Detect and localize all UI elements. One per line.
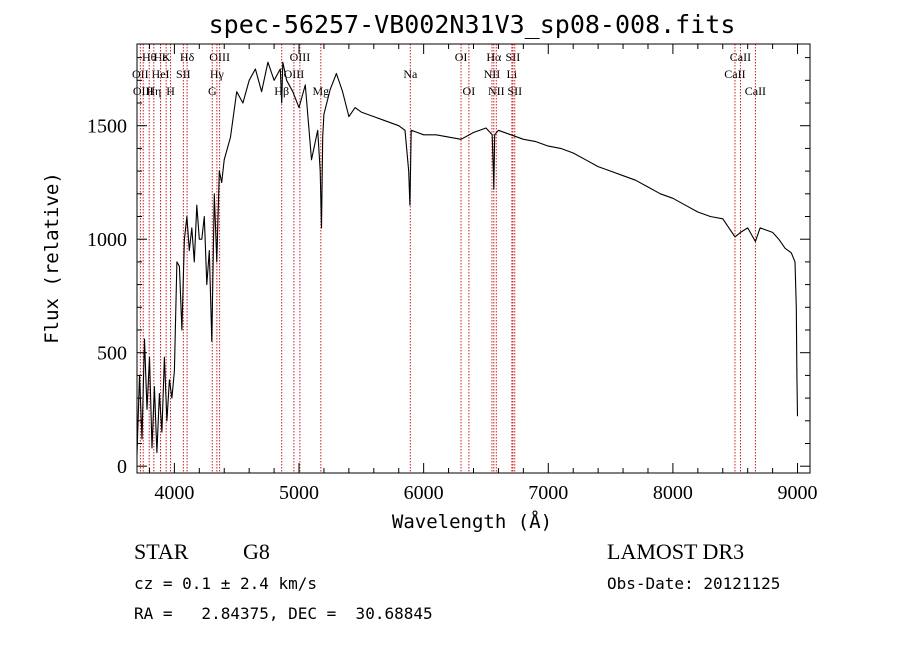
y-tick-label-0: 0 <box>117 456 127 478</box>
line-marker-label-18: OI <box>455 50 468 64</box>
line-marker-label-27: CaII <box>724 67 745 81</box>
x-tick-label-6000: 6000 <box>404 482 444 504</box>
line-marker-label-4: HeI <box>152 67 170 81</box>
x-axis-label: Wavelength (Å) <box>392 510 552 533</box>
line-marker-label-8: H <box>166 84 175 98</box>
line-marker-label-13: OIII <box>290 50 311 64</box>
x-tick-label-8000: 8000 <box>653 482 693 504</box>
line-marker-label-28: CaII <box>745 84 766 98</box>
x-tick-label-9000: 9000 <box>778 482 818 504</box>
line-marker-label-24: NII <box>488 84 505 98</box>
plot-frame <box>136 43 811 474</box>
line-marker-label-7: SII <box>176 67 191 81</box>
line-marker-label-12: G <box>208 84 217 98</box>
line-marker-label-1: OII <box>132 67 149 81</box>
x-tick-label-5000: 5000 <box>279 482 319 504</box>
line-marker-label-21: SII <box>506 50 521 64</box>
line-marker-label-9: Hδ <box>180 50 195 64</box>
line-marker-label-22: NII <box>484 67 501 81</box>
line-marker-label-6: K <box>162 50 171 64</box>
line-marker-label-23: Li <box>507 67 518 81</box>
y-axis-label: Flux (relative) <box>41 172 63 344</box>
line-marker-label-17: Na <box>403 67 418 81</box>
line-marker-label-0: Hθ <box>142 50 157 64</box>
y-tick-label-500: 500 <box>97 343 127 365</box>
line-marker-label-11: Hγ <box>210 67 225 81</box>
line-marker-label-16: Mg <box>312 84 329 98</box>
spectrum-line <box>136 61 799 455</box>
y-tick-label-1500: 1500 <box>87 116 127 138</box>
coordinates: RA = 2.84375, DEC = 30.68845 <box>134 604 433 623</box>
line-marker-label-10: OIII <box>209 50 230 64</box>
line-marker-label-20: Hα <box>486 50 502 64</box>
object-class: STAR <box>134 539 189 564</box>
line-marker-label-25: SII <box>507 84 522 98</box>
y-tick-label-1000: 1000 <box>87 229 127 251</box>
line-marker-label-2: OIII <box>133 84 154 98</box>
redshift-info: cz = 0.1 ± 2.4 km/s <box>134 574 318 593</box>
line-marker-label-26: CaII <box>730 50 751 64</box>
axis-ticks: 4000 5000 6000 7000 8000 9000 0 500 1000 1500 <box>87 44 818 504</box>
object-subclass: G8 <box>243 539 270 564</box>
survey-name: LAMOST DR3 <box>607 539 745 564</box>
line-marker-label-5: Hη <box>146 84 161 98</box>
spectrum-series <box>136 61 799 455</box>
x-tick-label-7000: 7000 <box>528 482 568 504</box>
chart-title: spec-56257-VB002N31V3_sp08-008.fits <box>209 10 736 39</box>
x-tick-label-4000: 4000 <box>154 482 194 504</box>
line-marker-label-19: OI <box>463 84 476 98</box>
obs-date: Obs-Date: 20121125 <box>607 574 781 593</box>
line-marker-label-14: OIII <box>284 67 305 81</box>
